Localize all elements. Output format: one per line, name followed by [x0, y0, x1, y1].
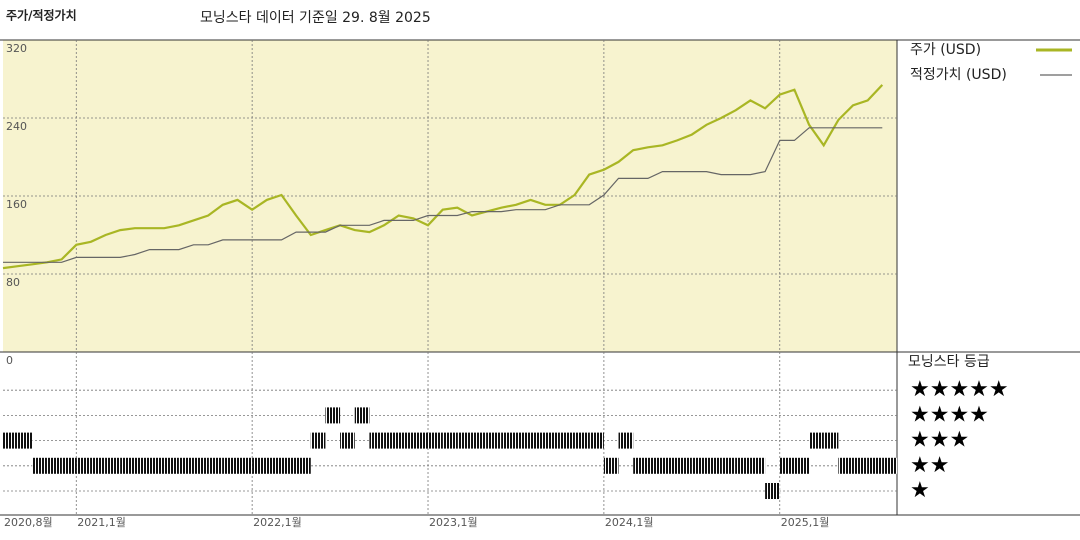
rating-bar [193, 457, 209, 474]
rating-bar [721, 457, 736, 474]
chart-subtitle: 모닝스타 데이터 기준일 29. 8월 2025 [200, 10, 431, 26]
rating-title: 모닝스타 등급 [908, 354, 990, 370]
x-tick-label: 2021,1월 [77, 516, 126, 529]
rating-bar [61, 457, 77, 474]
rating-bar [90, 457, 106, 474]
rating-bar [354, 407, 370, 424]
rating-bar [252, 457, 267, 474]
rating-bar [647, 457, 663, 474]
rating-bar [501, 432, 516, 449]
rating-bar [398, 432, 414, 449]
rating-bar [149, 457, 165, 474]
rating-bar [882, 457, 897, 474]
rating-bar [809, 432, 824, 449]
rating-bar [340, 432, 355, 449]
rating-bar [765, 483, 780, 499]
rating-bar [164, 457, 179, 474]
rating-bar [208, 457, 223, 474]
rating-bar [545, 432, 560, 449]
rating-legend: ★★★★ [910, 402, 989, 427]
series-line [3, 127, 883, 263]
rating-bar [46, 457, 62, 474]
x-tick-label: 2025,1월 [781, 516, 830, 529]
rating-bar [706, 457, 722, 474]
rating-bar [677, 457, 692, 474]
rating-bar [735, 457, 751, 474]
rating-bar [633, 457, 648, 474]
chart-title: 주가/적정가치 [6, 8, 77, 23]
series-line [2, 84, 884, 270]
x-tick-label: 2022,1월 [253, 516, 302, 529]
rating-bar [838, 457, 854, 474]
rating-bar [457, 432, 472, 449]
rating-bar [823, 432, 839, 449]
rating-bar [530, 432, 546, 449]
x-tick-label: 2023,1월 [429, 516, 478, 529]
rating-legend: ★★★★★ [910, 377, 1009, 402]
rating-bar [32, 457, 47, 474]
y-tick-label: 160 [6, 198, 27, 211]
x-tick-label: 2020,8월 [4, 516, 53, 529]
rating-bar [559, 432, 575, 449]
rating-legend: ★ [910, 478, 930, 503]
rating-bar [325, 407, 341, 424]
rating-bar [281, 457, 297, 474]
rating-legend: ★★★ [910, 428, 969, 453]
rating-bar [296, 457, 311, 474]
legend-label: 적정가치 (USD) [910, 67, 1007, 83]
rating-bar [120, 457, 135, 474]
rating-bar [618, 432, 634, 449]
rating-bar [603, 457, 619, 474]
rating-bar [222, 457, 238, 474]
y-tick-label: 240 [6, 120, 27, 133]
rating-bar [471, 432, 487, 449]
rating-bar [662, 457, 678, 474]
x-tick-label: 2024,1월 [605, 516, 654, 529]
rating-bar [574, 432, 590, 449]
rating-bar [515, 432, 531, 449]
rating-bar [750, 457, 766, 474]
rating-bar [691, 457, 707, 474]
rating-bar [178, 457, 194, 474]
rating-bar [76, 457, 91, 474]
rating-bar [105, 457, 121, 474]
rating-bar [369, 432, 385, 449]
rating-bar [237, 457, 253, 474]
rating-bar [266, 457, 282, 474]
plot-background [3, 40, 897, 352]
rating-bar [589, 432, 604, 449]
rating-bar [794, 457, 810, 474]
rating-bar [486, 432, 502, 449]
rating-bar [853, 457, 868, 474]
rating-bar [428, 432, 443, 449]
y-tick-label: 80 [6, 276, 20, 289]
rating-bar [442, 432, 458, 449]
rating-legend: ★★ [910, 453, 949, 478]
rating-bar [867, 457, 883, 474]
y-tick-label: 0 [6, 354, 13, 367]
y-tick-label: 320 [6, 42, 27, 55]
rating-bar [384, 432, 399, 449]
rating-bar [17, 432, 33, 449]
legend-label: 주가 (USD) [910, 42, 981, 58]
rating-bar [3, 432, 18, 449]
rating-bar [779, 457, 795, 474]
rating-bar [134, 457, 150, 474]
rating-bar [413, 432, 429, 449]
rating-bar [310, 432, 326, 449]
